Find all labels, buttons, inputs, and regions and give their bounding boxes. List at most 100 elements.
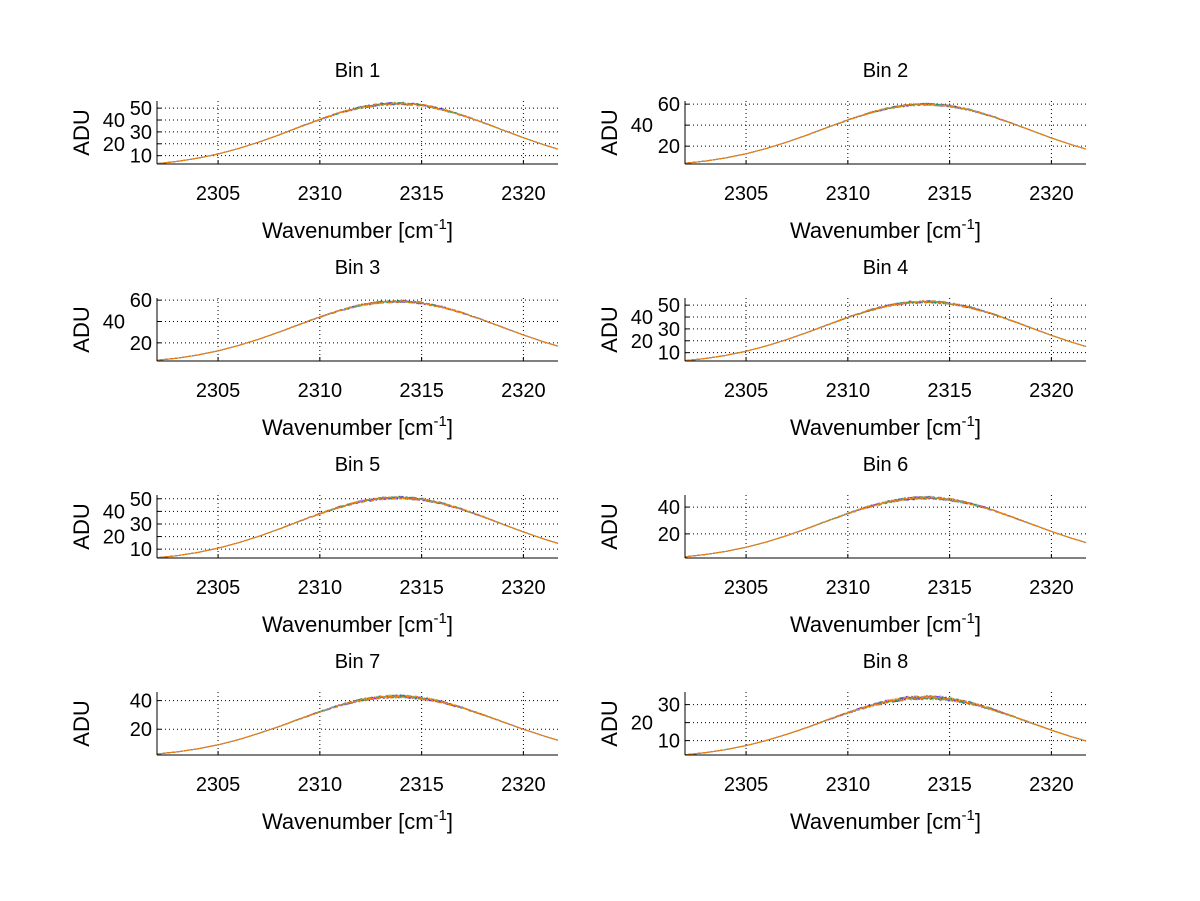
y-tick-label: 60	[658, 94, 680, 116]
y-axis-label: ADU	[69, 700, 94, 746]
x-axis-label-close: ]	[447, 612, 453, 637]
y-tick-label: 30	[658, 695, 680, 717]
x-axis-label-close: ]	[975, 612, 981, 637]
y-tick-label: 50	[130, 489, 152, 511]
y-axis-label: ADU	[597, 109, 622, 155]
x-axis-label-close: ]	[975, 218, 981, 243]
subplot-title: Bin 4	[863, 257, 909, 279]
x-axis-label-superscript: -1	[962, 216, 975, 233]
x-tick-label: 2320	[1029, 577, 1074, 599]
y-tick-label: 30	[130, 514, 152, 536]
x-tick-label: 2320	[501, 774, 546, 796]
subplot-6: 2305 2310 2315 2320 20 40 Bin 6 Wavenumber [cm-…	[597, 454, 1087, 637]
x-axis-label-text: Wavenumber [cm	[790, 415, 962, 440]
y-tick-label: 20	[103, 134, 125, 156]
x-tick-label: 2310	[298, 380, 343, 402]
x-axis-label: Wavenumber [cm-1]	[790, 413, 981, 440]
y-tick-label: 20	[631, 331, 653, 353]
spectrum-line	[684, 694, 1087, 756]
spectrum-line	[156, 299, 559, 361]
y-tick-label: 20	[631, 713, 653, 735]
x-axis-label-close: ]	[447, 415, 453, 440]
y-axis-label: ADU	[69, 306, 94, 352]
x-tick-label: 2310	[826, 774, 871, 796]
y-tick-label: 10	[130, 539, 152, 561]
x-tick-label: 2320	[501, 577, 546, 599]
x-axis-label-close: ]	[447, 218, 453, 243]
x-axis-label-text: Wavenumber [cm	[790, 809, 962, 834]
x-tick-label: 2310	[298, 577, 343, 599]
x-tick-label: 2315	[399, 183, 444, 205]
y-axis-label: ADU	[69, 109, 94, 155]
y-tick-label: 20	[658, 524, 680, 546]
y-tick-label: 40	[103, 501, 125, 523]
subplot-title: Bin 5	[335, 454, 381, 476]
x-axis-label: Wavenumber [cm-1]	[790, 807, 981, 834]
x-tick-label: 2320	[1029, 380, 1074, 402]
x-axis-label: Wavenumber [cm-1]	[790, 216, 981, 243]
x-axis-label-text: Wavenumber [cm	[262, 218, 434, 243]
x-tick-label: 2305	[196, 774, 241, 796]
subplot-title: Bin 6	[863, 454, 909, 476]
spectrum-line	[156, 694, 559, 755]
y-tick-label: 10	[658, 343, 680, 365]
x-axis-label-text: Wavenumber [cm	[262, 612, 434, 637]
subplot-title: Bin 2	[863, 60, 909, 82]
x-tick-label: 2320	[501, 183, 546, 205]
x-tick-label: 2310	[826, 183, 871, 205]
x-tick-label: 2310	[298, 183, 343, 205]
y-tick-label: 40	[103, 110, 125, 132]
x-axis-label-superscript: -1	[962, 807, 975, 824]
x-tick-label: 2315	[927, 577, 972, 599]
x-axis-label: Wavenumber [cm-1]	[262, 413, 453, 440]
x-axis-label: Wavenumber [cm-1]	[262, 216, 453, 243]
x-axis-label-text: Wavenumber [cm	[790, 612, 962, 637]
y-axis-label: ADU	[69, 503, 94, 549]
y-tick-label: 50	[130, 98, 152, 120]
x-axis-label-close: ]	[447, 809, 453, 834]
x-tick-label: 2315	[399, 577, 444, 599]
x-tick-label: 2305	[724, 577, 769, 599]
y-tick-label: 60	[130, 290, 152, 312]
x-tick-label: 2315	[399, 380, 444, 402]
x-tick-label: 2310	[298, 774, 343, 796]
y-axis-label: ADU	[597, 503, 622, 549]
x-tick-label: 2305	[724, 774, 769, 796]
x-axis-label: Wavenumber [cm-1]	[262, 807, 453, 834]
x-axis-label: Wavenumber [cm-1]	[262, 610, 453, 637]
spectrum-line	[684, 102, 1087, 164]
x-tick-label: 2310	[826, 577, 871, 599]
y-tick-label: 30	[658, 319, 680, 341]
x-axis-label-superscript: -1	[434, 807, 447, 824]
y-tick-label: 40	[103, 311, 125, 333]
y-tick-label: 40	[631, 307, 653, 329]
x-axis-label-superscript: -1	[434, 413, 447, 430]
x-axis-label: Wavenumber [cm-1]	[790, 610, 981, 637]
x-axis-label-superscript: -1	[434, 216, 447, 233]
subplot-title: Bin 1	[335, 60, 381, 82]
y-axis-label: ADU	[597, 306, 622, 352]
x-axis-label-superscript: -1	[962, 413, 975, 430]
y-tick-label: 20	[103, 527, 125, 549]
x-tick-label: 2315	[927, 183, 972, 205]
x-axis-label-close: ]	[975, 809, 981, 834]
y-tick-label: 10	[130, 146, 152, 168]
x-tick-label: 2305	[196, 183, 241, 205]
x-tick-label: 2305	[724, 183, 769, 205]
x-tick-label: 2305	[196, 380, 241, 402]
x-tick-label: 2305	[196, 577, 241, 599]
spectrum-line	[684, 299, 1087, 362]
y-tick-label: 20	[130, 719, 152, 741]
x-axis-label-superscript: -1	[434, 610, 447, 627]
y-tick-label: 20	[658, 136, 680, 158]
y-tick-label: 40	[130, 691, 152, 713]
x-axis-label-text: Wavenumber [cm	[262, 809, 434, 834]
x-tick-label: 2305	[724, 380, 769, 402]
x-axis-label-text: Wavenumber [cm	[790, 218, 962, 243]
